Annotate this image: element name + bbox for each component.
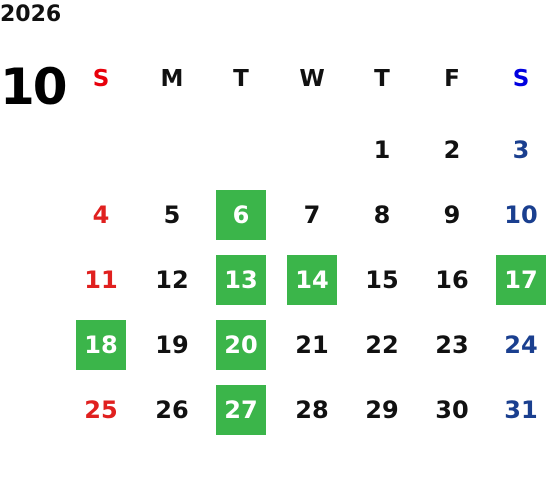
day: 25 [84, 396, 118, 424]
day: 11 [84, 266, 118, 294]
weekday-header: M [160, 66, 184, 92]
day: 28 [295, 396, 329, 424]
weekday-header: F [444, 66, 460, 92]
day: 8 [373, 201, 391, 229]
day: 7 [303, 201, 321, 229]
day: 31 [504, 396, 538, 424]
day: 12 [155, 266, 189, 294]
day: 23 [435, 331, 469, 359]
day: 16 [435, 266, 469, 294]
day: 2 [443, 136, 461, 164]
highlighted-day: 17 [496, 255, 546, 305]
day: 4 [92, 201, 110, 229]
day: 22 [365, 331, 399, 359]
year: 2026 [0, 2, 62, 27]
weekday-header: W [299, 66, 325, 92]
day: 15 [365, 266, 399, 294]
day: 29 [365, 396, 399, 424]
weekday-header: T [374, 66, 390, 92]
day: 30 [435, 396, 469, 424]
weekday-header: S [92, 66, 110, 92]
day: 10 [504, 201, 538, 229]
highlighted-day: 27 [216, 385, 266, 435]
month: 10 [0, 58, 68, 116]
highlighted-day: 18 [76, 320, 126, 370]
day: 21 [295, 331, 329, 359]
highlighted-day: 14 [287, 255, 337, 305]
highlighted-day: 6 [216, 190, 266, 240]
highlighted-day: 13 [216, 255, 266, 305]
day: 26 [155, 396, 189, 424]
day: 3 [512, 136, 530, 164]
day: 9 [443, 201, 461, 229]
highlighted-day: 20 [216, 320, 266, 370]
day: 19 [155, 331, 189, 359]
weekday-header: T [233, 66, 249, 92]
day: 24 [504, 331, 538, 359]
weekday-header: S [512, 66, 530, 92]
day: 1 [373, 136, 391, 164]
day: 5 [163, 201, 181, 229]
